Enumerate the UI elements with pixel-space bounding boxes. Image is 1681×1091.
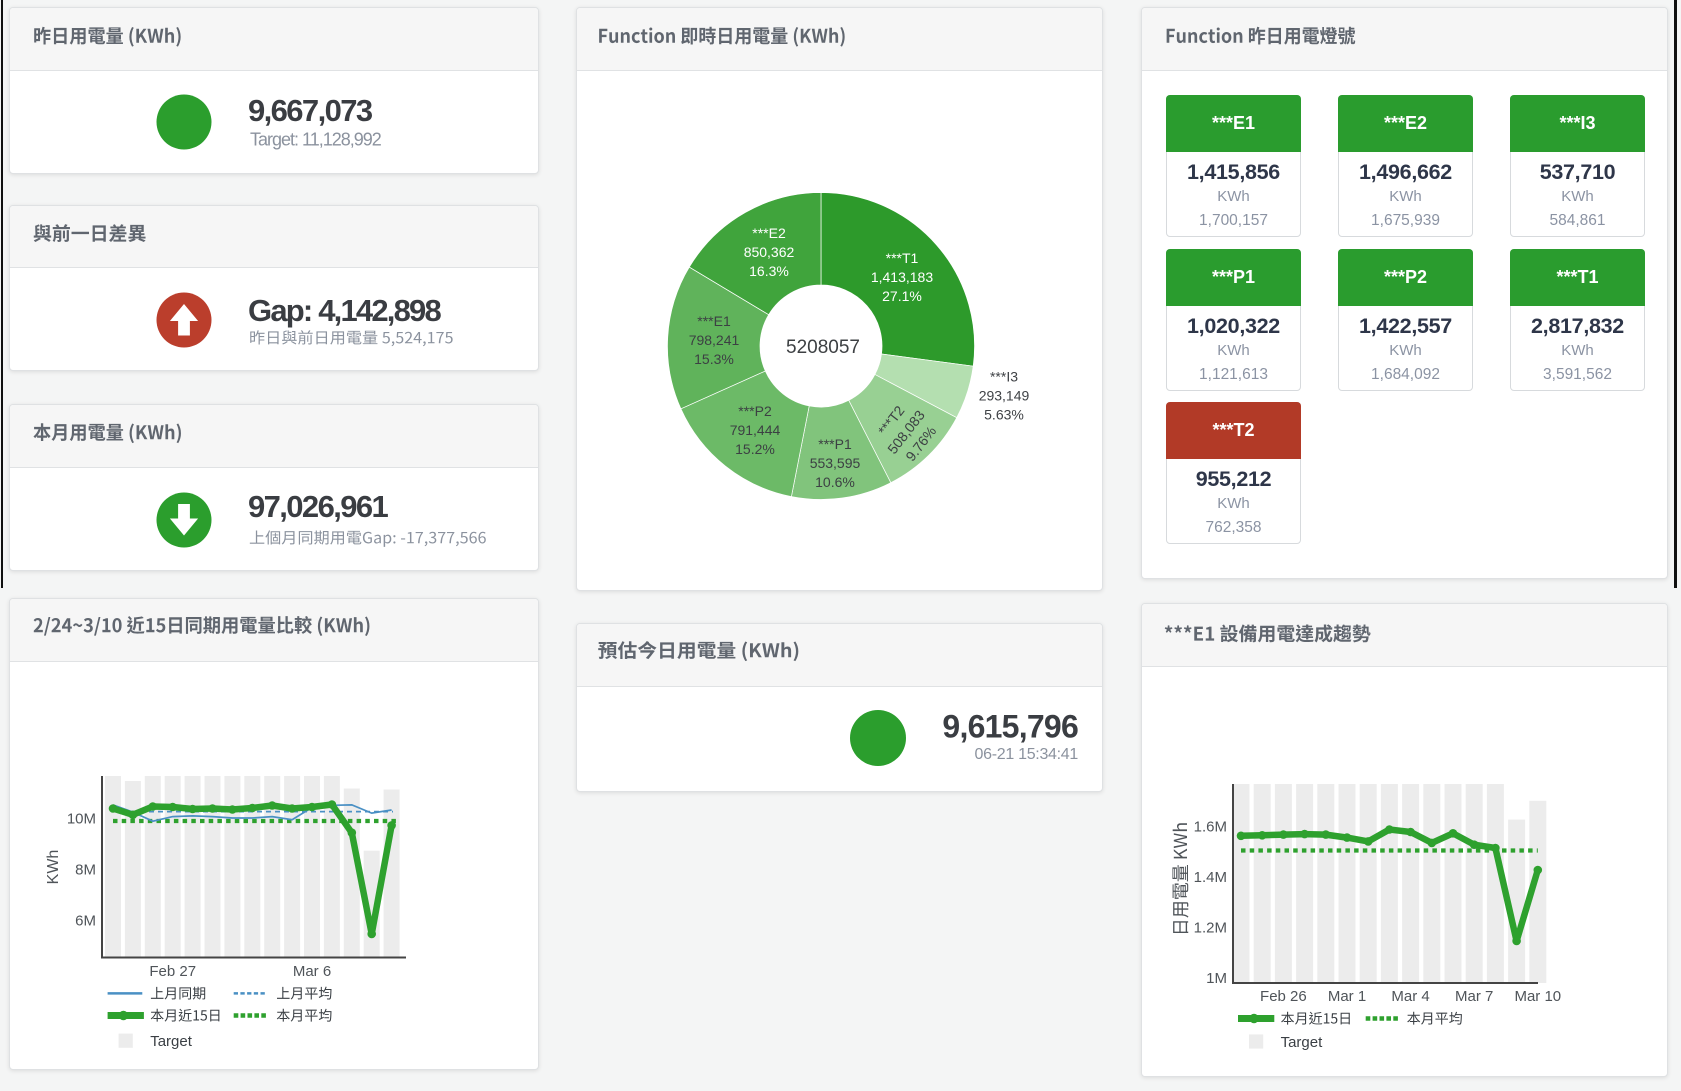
svg-text:553,595: 553,595 xyxy=(810,455,861,471)
svg-text:***E1: ***E1 xyxy=(697,313,731,329)
svg-text:5.63%: 5.63% xyxy=(984,406,1024,422)
svg-text:Mar 6: Mar 6 xyxy=(293,963,331,980)
svg-text:Target: Target xyxy=(1281,1034,1324,1051)
svg-text:KWh: KWh xyxy=(45,850,62,885)
svg-text:791,444: 791,444 xyxy=(730,422,781,438)
svg-text:Mar 7: Mar 7 xyxy=(1455,988,1493,1005)
svg-text:***P2: ***P2 xyxy=(738,403,772,419)
svg-text:16.3%: 16.3% xyxy=(749,263,789,279)
svg-text:1.2M: 1.2M xyxy=(1194,920,1227,937)
svg-text:27.1%: 27.1% xyxy=(882,288,922,304)
svg-text:10.6%: 10.6% xyxy=(815,474,855,490)
svg-text:***I3: ***I3 xyxy=(990,369,1018,385)
svg-text:15.2%: 15.2% xyxy=(735,441,775,457)
svg-text:15.3%: 15.3% xyxy=(694,351,734,367)
svg-text:1.6M: 1.6M xyxy=(1194,819,1227,836)
svg-text:10M: 10M xyxy=(67,810,96,827)
svg-text:Feb 26: Feb 26 xyxy=(1260,988,1307,1005)
svg-text:Target: Target xyxy=(150,1033,193,1050)
svg-text:***E2: ***E2 xyxy=(752,225,786,241)
svg-text:Mar 4: Mar 4 xyxy=(1391,988,1429,1005)
svg-text:293,149: 293,149 xyxy=(979,388,1030,404)
svg-text:798,241: 798,241 xyxy=(689,332,740,348)
svg-text:Mar 1: Mar 1 xyxy=(1328,988,1366,1005)
svg-text:1.4M: 1.4M xyxy=(1194,869,1227,886)
svg-text:850,362: 850,362 xyxy=(744,244,795,260)
svg-text:Feb 27: Feb 27 xyxy=(149,963,196,980)
svg-text:6M: 6M xyxy=(75,913,96,930)
svg-text:***P1: ***P1 xyxy=(818,436,852,452)
svg-text:1,413,183: 1,413,183 xyxy=(871,269,933,285)
svg-text:Mar 10: Mar 10 xyxy=(1514,988,1561,1005)
svg-text:***T1: ***T1 xyxy=(886,250,919,266)
svg-text:8M: 8M xyxy=(75,862,96,879)
svg-text:1M: 1M xyxy=(1206,970,1227,987)
